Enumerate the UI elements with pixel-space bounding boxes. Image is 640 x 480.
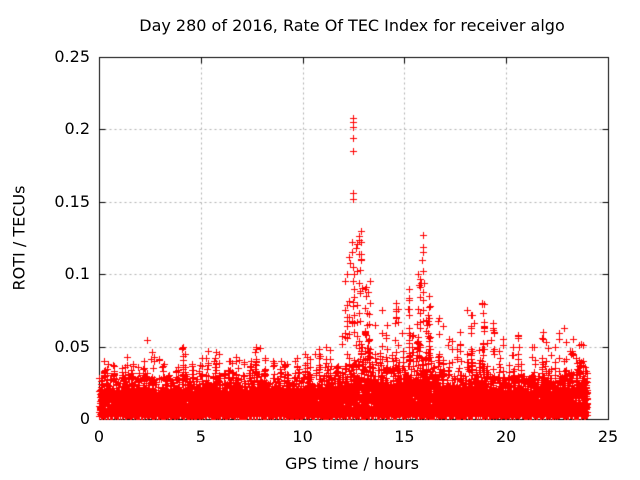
y-tick-label: 0.15 bbox=[54, 191, 90, 211]
x-tick-label: 15 bbox=[394, 427, 415, 446]
x-tick-label: 10 bbox=[292, 427, 313, 446]
x-axis-label: GPS time / hours bbox=[285, 454, 419, 473]
y-tick-label: 0.1 bbox=[64, 264, 90, 284]
x-tick-label: 25 bbox=[597, 427, 619, 446]
x-tick-label: 0 bbox=[93, 427, 105, 446]
y-tick-label: 0.25 bbox=[54, 47, 90, 66]
y-tick-label: 0.05 bbox=[54, 336, 90, 356]
y-tick-label: 0.2 bbox=[64, 119, 90, 139]
y-axis-label: ROTI / TECUs bbox=[9, 185, 29, 291]
y-tick-label: 0 bbox=[79, 409, 90, 428]
x-tick-label: 20 bbox=[496, 427, 517, 446]
x-tick-label: 5 bbox=[195, 427, 206, 446]
chart-title: Day 280 of 2016, Rate Of TEC Index for r… bbox=[139, 16, 565, 35]
